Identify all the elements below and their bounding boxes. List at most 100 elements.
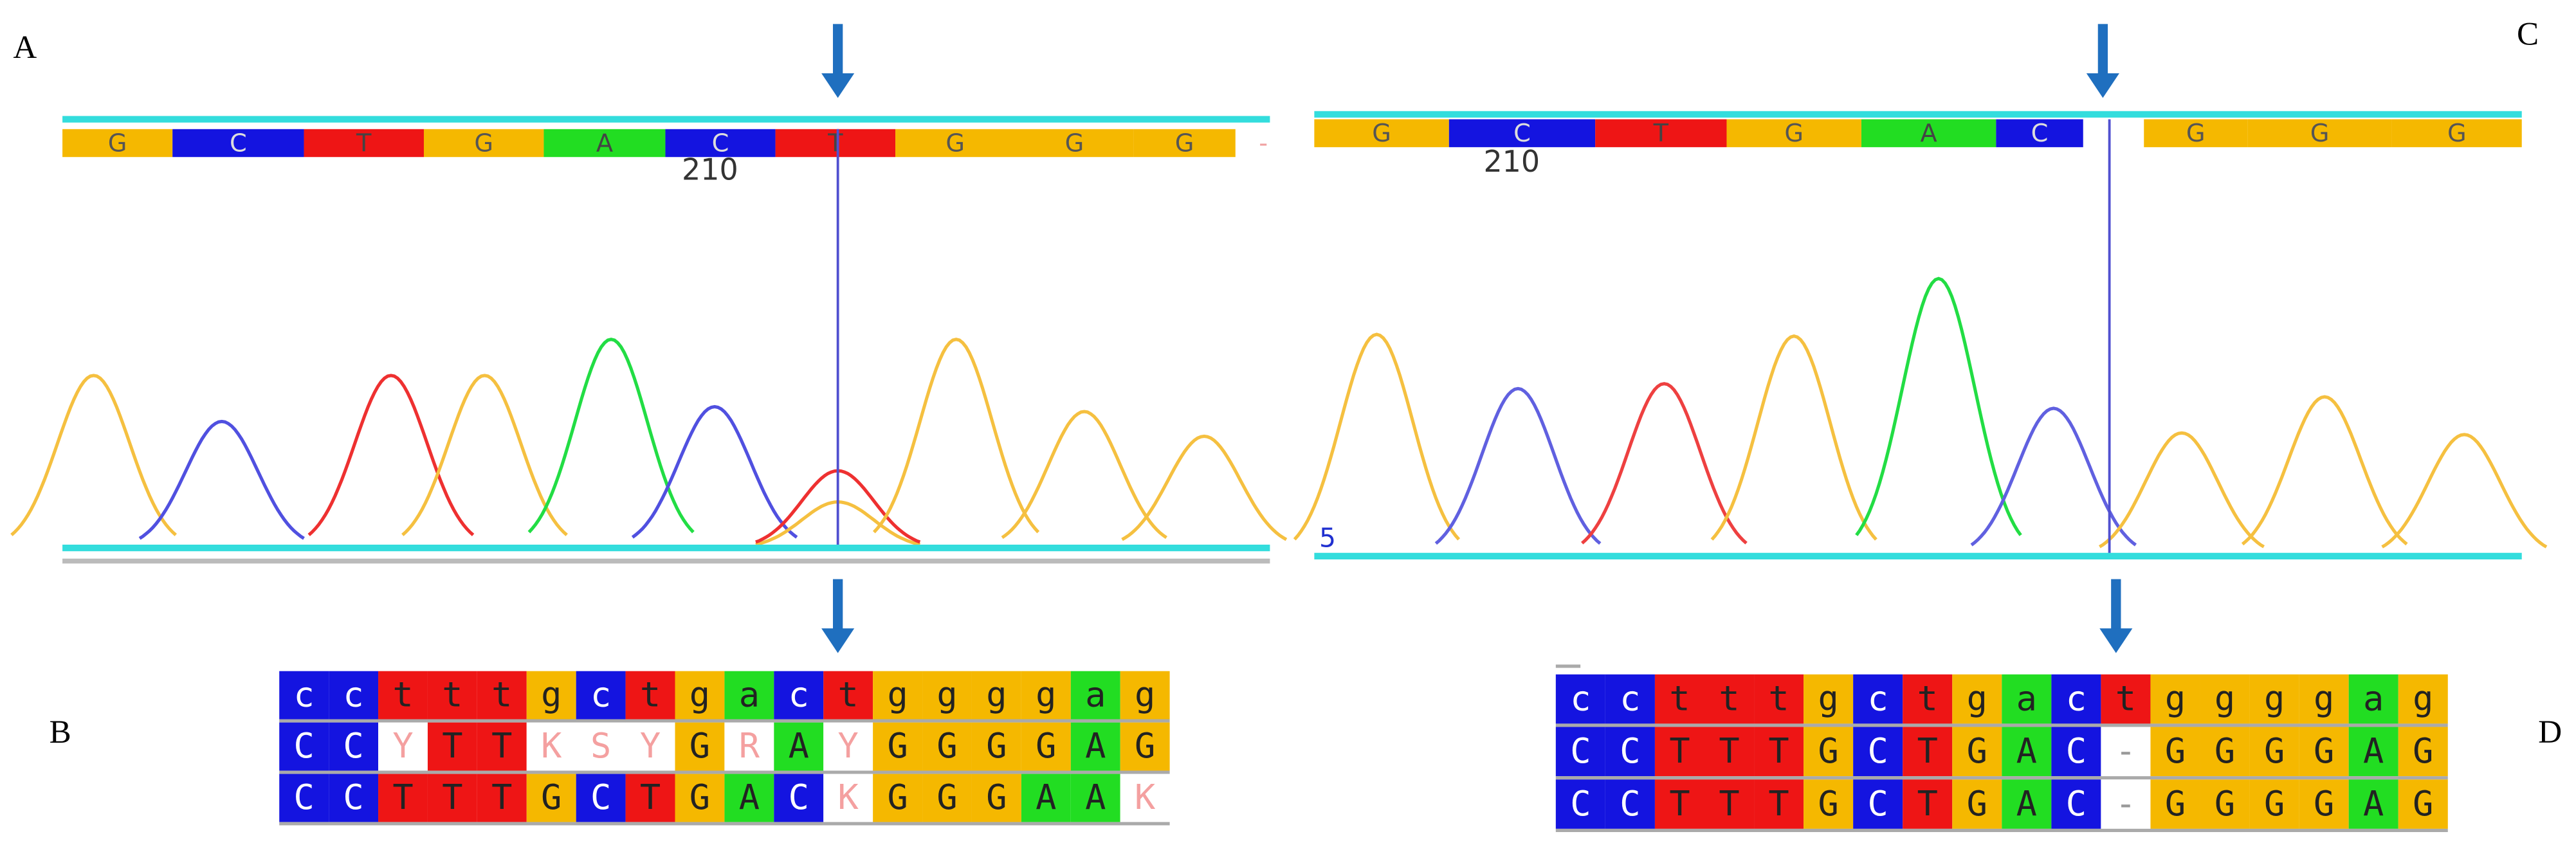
alignment-cell — [2348, 779, 2398, 829]
alignment-cell — [971, 722, 1021, 771]
alignment-cell — [724, 722, 774, 771]
alignment-cell — [1654, 727, 1704, 777]
arrow-head — [2099, 628, 2133, 653]
alignment-cell — [2299, 674, 2349, 724]
alignment-cell — [1605, 727, 1655, 777]
alignment-cell — [724, 671, 774, 720]
alignment-letter: G — [936, 725, 957, 766]
trace-peak — [527, 338, 695, 534]
alignment-letter: t — [442, 674, 462, 714]
alignment-letter: g — [1036, 674, 1056, 714]
position-label: 210 — [682, 152, 738, 187]
alignment-letter: C — [2066, 730, 2087, 771]
arrow-head — [2086, 73, 2119, 98]
trace-peak — [138, 419, 305, 540]
trace-peak — [2098, 431, 2265, 548]
base-cell — [2247, 119, 2392, 147]
alignment-cell — [526, 774, 576, 822]
alignment-letter: G — [2264, 783, 2285, 824]
alignment-letter: c — [1620, 678, 1640, 718]
alignment-letter: t — [392, 674, 413, 714]
alignment-cell — [2101, 674, 2151, 724]
alignment-cell — [1021, 671, 1071, 720]
alignment-cell — [526, 722, 576, 771]
alignment-letter: G — [1135, 725, 1155, 766]
trace-peak — [1001, 410, 1167, 539]
alignment-letter: c — [590, 674, 611, 714]
alignment-letter: c — [343, 674, 363, 714]
alignment-letter: G — [2215, 783, 2235, 824]
alignment-cell — [1853, 674, 1903, 724]
alignment-letter: a — [739, 674, 760, 714]
alignment-letter: G — [986, 725, 1007, 766]
base-letter: G — [2186, 119, 2206, 148]
alignment-letter: A — [2016, 730, 2037, 771]
alignment-cell — [2348, 727, 2398, 777]
trace-peak — [1580, 382, 1748, 545]
alignment-letter: g — [2165, 678, 2186, 718]
alignment-cell — [329, 774, 379, 822]
alignment-cell — [1754, 727, 1804, 777]
arrow-head — [821, 628, 855, 653]
base-cell — [1015, 129, 1134, 158]
alignment-cell — [823, 671, 873, 720]
alignment-cell — [2249, 727, 2299, 777]
base-cell — [1726, 119, 1861, 147]
alignment-letter: A — [2363, 730, 2384, 771]
base-letter: C — [230, 129, 247, 158]
alignment-letter: K — [838, 777, 859, 817]
alignment-cell — [279, 671, 329, 720]
base-letter: C — [2031, 119, 2049, 148]
alignment-cell — [1754, 779, 1804, 829]
alignment-letter: T — [1768, 783, 1789, 824]
alignment-letter: g — [541, 674, 562, 714]
panel-label: A — [13, 29, 37, 66]
base-letter: G — [1175, 129, 1194, 158]
base-letter: T — [827, 129, 843, 158]
panel-label: B — [50, 714, 71, 750]
alignment-letter: G — [2215, 730, 2235, 771]
alignment-letter: c — [294, 674, 315, 714]
alignment-cell — [2051, 779, 2101, 829]
base-cell — [544, 129, 666, 158]
panel-label: C — [2517, 15, 2539, 52]
alignment-cell — [1853, 779, 1903, 829]
alignment-letter: Y — [640, 725, 661, 766]
base-cell — [1133, 129, 1236, 158]
alignment-cell — [2002, 779, 2052, 829]
alignment-cell — [427, 774, 477, 822]
alignment-letter: g — [2314, 678, 2334, 718]
alignment-letter: c — [2066, 678, 2087, 718]
alignment-letter: G — [541, 777, 562, 817]
alignment-cell — [427, 722, 477, 771]
alignment-letter: t — [491, 674, 512, 714]
base-cell — [1861, 119, 1996, 147]
trace-peak — [1293, 332, 1461, 541]
trace-peak — [1121, 434, 1288, 541]
alignment-letter: A — [1085, 777, 1106, 817]
base-cell — [2144, 119, 2248, 147]
trace-peak — [401, 374, 568, 536]
alignment-letter: R — [739, 725, 760, 766]
alignment-cell — [2002, 674, 2052, 724]
alignment-cell — [2200, 727, 2250, 777]
base-cell — [665, 129, 776, 158]
alignment-letter: A — [1085, 725, 1106, 766]
trace-peak — [1855, 276, 2022, 536]
alignment-cell — [971, 671, 1021, 720]
alignment-letter: g — [2215, 678, 2235, 718]
alignment-letter: T — [1719, 730, 1739, 771]
base-letter: G — [1784, 119, 1804, 148]
alignment-cell — [625, 774, 675, 822]
alignment-letter: C — [343, 725, 363, 766]
alignment-cell — [774, 774, 824, 822]
alignment-cell — [1804, 674, 1854, 724]
alignment-cell — [1804, 779, 1854, 829]
alignment-letter: G — [2264, 730, 2285, 771]
alignment-cell — [1903, 779, 1953, 829]
alignment-cell — [1903, 674, 1953, 724]
alignment-cell — [378, 722, 428, 771]
alignment-letter: T — [1669, 730, 1690, 771]
alignment-letter: T — [442, 725, 462, 766]
alignment-letter: c — [1570, 678, 1591, 718]
